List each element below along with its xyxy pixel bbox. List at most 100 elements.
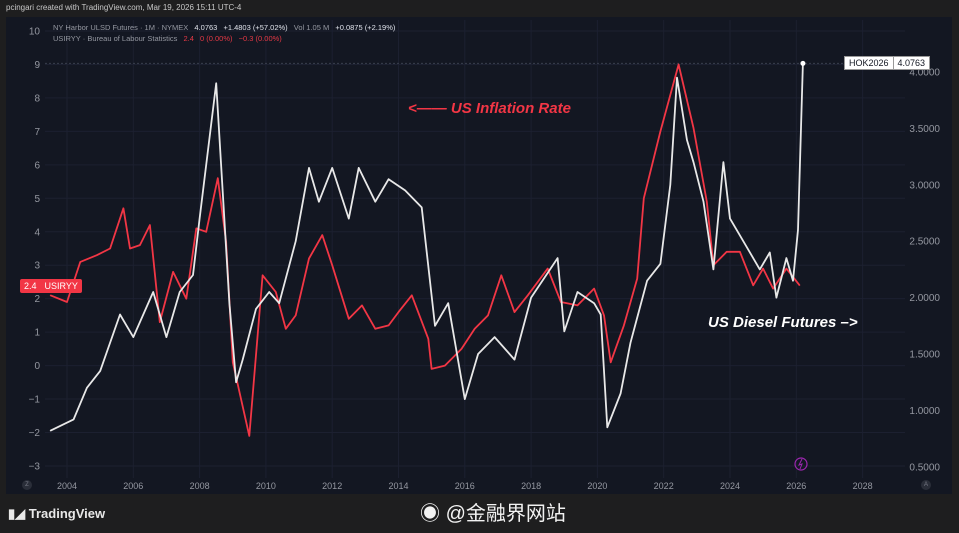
diesel-point bbox=[242, 359, 244, 361]
legend-cpi[interactable]: USIRYY · Bureau of Labour Statistics 2.4… bbox=[53, 34, 282, 43]
cpi-point bbox=[527, 294, 529, 296]
last-price-dot bbox=[800, 60, 806, 66]
cpi-point bbox=[49, 294, 52, 296]
cpi-point bbox=[361, 304, 363, 306]
diesel-point bbox=[659, 263, 661, 265]
cpi-point bbox=[159, 321, 161, 323]
diesel-point bbox=[374, 201, 376, 203]
lightning-event-icon bbox=[794, 457, 808, 471]
cpi-point bbox=[593, 288, 595, 290]
x-tick-label: 2004 bbox=[57, 481, 77, 491]
diesel-point bbox=[593, 302, 595, 304]
diesel-point bbox=[712, 268, 715, 270]
diesel-point bbox=[235, 381, 237, 383]
cpi-point bbox=[248, 435, 250, 437]
left-axis-tick: 10 bbox=[29, 27, 41, 38]
diesel-point bbox=[308, 167, 310, 169]
cpi-tag-value: 2.4 bbox=[24, 281, 37, 291]
cpi-point bbox=[706, 201, 708, 203]
diesel-point bbox=[676, 77, 678, 79]
diesel-point bbox=[215, 82, 217, 84]
legend-diesel[interactable]: NY Harbor ULSD Futures · 1M · NYMEX 4.07… bbox=[53, 23, 395, 32]
legend-diesel-change2: +0.0875 (+2.19%) bbox=[335, 23, 396, 32]
cpi-point bbox=[122, 207, 124, 209]
diesel-point bbox=[49, 430, 52, 432]
legend-diesel-volume: Vol 1.05 M bbox=[293, 23, 330, 32]
cpi-point bbox=[96, 254, 98, 256]
right-axis-tick: 1.5000 bbox=[909, 350, 940, 361]
legend-cpi-change: 0 (0.00%) bbox=[200, 34, 233, 43]
diesel-point bbox=[447, 302, 449, 304]
cpi-point bbox=[726, 251, 728, 253]
diesel-point bbox=[192, 274, 194, 276]
cpi-point bbox=[603, 314, 605, 317]
diesel-point bbox=[775, 297, 778, 299]
cpi-point bbox=[752, 284, 754, 286]
cpi-point bbox=[799, 284, 801, 286]
cpi-point bbox=[217, 177, 219, 179]
diesel-point bbox=[318, 201, 320, 203]
price-tag-symbol: HOK2026 bbox=[849, 58, 889, 68]
chart-panel[interactable] bbox=[6, 17, 952, 494]
x-tick-label: 2018 bbox=[521, 481, 541, 491]
legend-cpi-title: USIRYY · Bureau of Labour Statistics bbox=[53, 34, 178, 43]
auto-scale-button[interactable]: A bbox=[921, 480, 931, 490]
left-axis-tick: 4 bbox=[34, 227, 40, 238]
x-tick-label: 2024 bbox=[720, 481, 740, 491]
cpi-point bbox=[149, 224, 151, 226]
diesel-point bbox=[278, 302, 280, 304]
diesel-point bbox=[494, 336, 496, 338]
cpi-point bbox=[427, 338, 429, 340]
cpi-point bbox=[261, 274, 264, 276]
goto-start-button[interactable]: Z bbox=[22, 480, 32, 490]
left-axis-tick: 8 bbox=[34, 93, 40, 104]
cpi-point bbox=[275, 291, 277, 293]
tradingview-logo: ▮◢ TradingView bbox=[8, 506, 106, 521]
right-axis-tick: 3.5000 bbox=[909, 124, 940, 135]
chart-credit: pcingari created with TradingView.com, M… bbox=[6, 3, 242, 12]
x-tick-label: 2010 bbox=[256, 481, 276, 491]
right-axis-tick: 2.5000 bbox=[909, 237, 940, 248]
weibo-watermark: ◉ @金融界网站 bbox=[420, 503, 566, 525]
right-axis-tick: 4.0000 bbox=[909, 68, 940, 79]
cpi-point bbox=[444, 365, 446, 367]
diesel-point bbox=[792, 280, 794, 282]
cpi-last-value-tag: 2.4 USIRYY bbox=[20, 279, 82, 293]
diesel-point bbox=[513, 359, 516, 361]
cpi-point bbox=[285, 328, 287, 330]
annotation-inflation: <—— US Inflation Rate bbox=[408, 100, 571, 117]
diesel-point bbox=[769, 251, 771, 254]
diesel-point bbox=[132, 336, 134, 338]
legend-diesel-price: 4.0763 bbox=[194, 23, 218, 32]
diesel-point bbox=[404, 189, 406, 192]
cpi-point bbox=[474, 328, 476, 330]
right-axis-tick: 2.0000 bbox=[909, 293, 940, 304]
diesel-point bbox=[729, 218, 731, 220]
cpi-point bbox=[610, 361, 612, 363]
cpi-point bbox=[295, 314, 297, 317]
right-axis-tick: 1.0000 bbox=[909, 406, 940, 417]
diesel-point bbox=[620, 392, 622, 395]
left-axis-tick: −3 bbox=[29, 461, 41, 472]
cpi-point bbox=[636, 278, 638, 280]
cpi-point bbox=[739, 251, 741, 253]
diesel-point bbox=[295, 240, 297, 242]
x-tick-label: 2006 bbox=[123, 481, 143, 491]
left-axis-tick: −2 bbox=[29, 428, 41, 439]
diesel-point bbox=[692, 161, 695, 163]
diesel-point bbox=[646, 280, 648, 282]
diesel-series-line bbox=[50, 63, 804, 432]
diesel-point bbox=[358, 167, 360, 169]
cpi-point bbox=[185, 298, 187, 300]
diesel-point bbox=[557, 257, 559, 259]
cpi-point bbox=[623, 324, 625, 327]
legend-cpi-change2: −0.3 (0.00%) bbox=[238, 34, 282, 43]
x-tick-label: 2016 bbox=[455, 481, 475, 491]
cpi-point bbox=[500, 274, 502, 276]
cpi-point bbox=[331, 264, 333, 266]
diesel-point bbox=[530, 297, 532, 299]
diesel-point bbox=[797, 229, 799, 231]
cpi-point bbox=[643, 197, 645, 199]
cpi-point bbox=[308, 257, 310, 260]
